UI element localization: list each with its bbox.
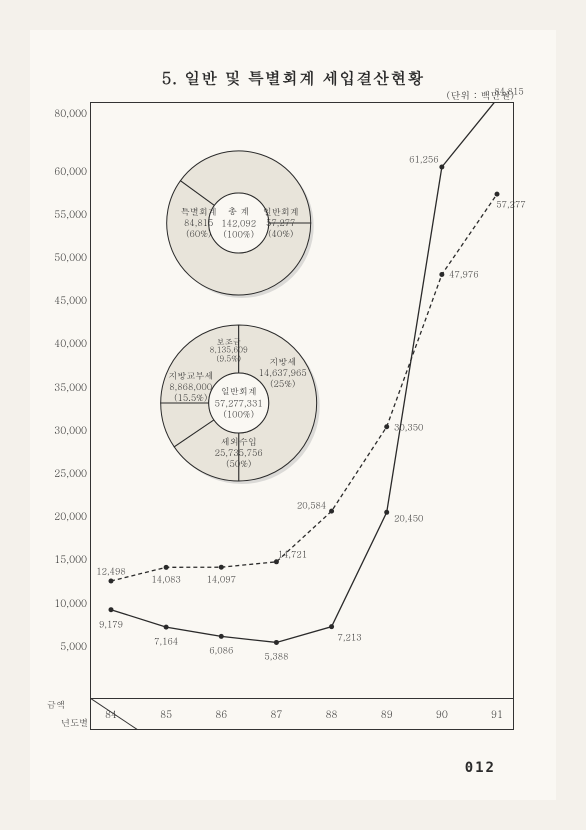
y-tick: 10,000 (43, 596, 87, 610)
y-tick: 5,000 (43, 639, 87, 653)
y-tick: 15,000 (43, 552, 87, 566)
data-label: 20,584 (297, 499, 326, 512)
page-number: 012 (465, 760, 496, 776)
y-tick: 60,000 (43, 164, 87, 178)
pie-slice-label: 지방세14,637,965(25%) (259, 357, 307, 389)
data-label: 30,350 (394, 420, 423, 433)
y-tick: 25,000 (43, 466, 87, 480)
x-tick: 91 (477, 707, 517, 721)
y-tick: 30,000 (43, 423, 87, 437)
data-label: 7,164 (154, 635, 178, 648)
x-tick: 88 (312, 707, 352, 721)
data-label: 20,450 (394, 512, 423, 525)
y-tick: 55,000 (43, 207, 87, 221)
y-tick: 80,000 (43, 106, 87, 120)
x-tick: 87 (256, 707, 296, 721)
data-label: 47,976 (449, 268, 478, 281)
y-axis-label: 금액 (47, 698, 65, 711)
data-label: 14,083 (151, 573, 180, 586)
x-tick: 89 (367, 707, 407, 721)
y-tick: 40,000 (43, 336, 87, 350)
pie-center-label: 일반회계57,277,331(100%) (215, 385, 263, 420)
y-tick: 35,000 (43, 380, 87, 394)
y-tick: 50,000 (43, 250, 87, 264)
y-tick: 20,000 (43, 509, 87, 523)
data-label: 84,815 (494, 85, 523, 98)
data-label: 61,256 (409, 152, 438, 165)
pie-slice-label: 세외수입25,735,756(50%) (215, 437, 263, 469)
data-label: 6,086 (209, 644, 233, 657)
x-tick: 85 (146, 707, 186, 721)
x-tick: 84 (91, 707, 131, 721)
page: 5. 일반 및 특별회계 세입결산현황 (단위 : 백만원) 금액 년도별 총 … (30, 30, 556, 800)
data-label: 57,277 (496, 198, 525, 211)
pie-slice-label: 지방교부세8,868,000(15.5%) (168, 371, 213, 403)
x-tick: 90 (422, 707, 462, 721)
data-label: 12,498 (96, 565, 125, 578)
data-label: 7,213 (338, 630, 362, 643)
data-label: 14,721 (278, 547, 307, 560)
page-title: 5. 일반 및 특별회계 세입결산현황 (30, 66, 556, 89)
data-label: 9,179 (99, 617, 123, 630)
x-tick: 86 (201, 707, 241, 721)
chart-frame: 금액 년도별 총 계142,092(100%)특별회계84,815(60%)일반… (90, 102, 514, 730)
x-axis-label: 년도별 (61, 716, 88, 729)
pie-slice-label: 보조금8,135,609(9.5%) (210, 338, 248, 363)
y-tick: 45,000 (43, 293, 87, 307)
data-label: 14,097 (207, 573, 236, 586)
data-label: 5,388 (264, 650, 288, 663)
